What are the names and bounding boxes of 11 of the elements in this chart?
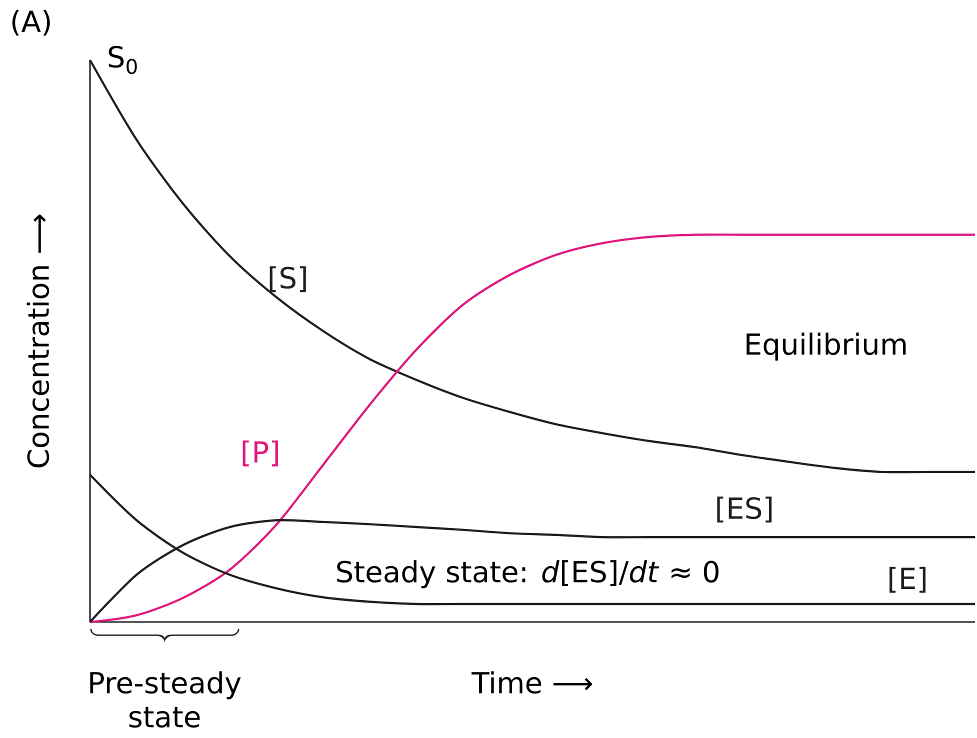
series-label: [P] bbox=[242, 440, 278, 466]
annotation: Steady state: d[ES]/dt ≈ 0 bbox=[337, 560, 719, 588]
annotation: S$_{0}$ bbox=[108, 46, 137, 74]
text: (A) bbox=[12, 10, 50, 36]
y-axis-title: Concentration ⟶ bbox=[26, 214, 50, 468]
text: Pre-steady state bbox=[90, 671, 241, 728]
annotation: Equilibrium bbox=[746, 332, 906, 361]
series-label: [S] bbox=[270, 266, 306, 292]
x-axis-title: Time ⟶ bbox=[472, 671, 592, 694]
series-label: [E] bbox=[890, 566, 926, 593]
series-label: [ES] bbox=[717, 496, 772, 523]
